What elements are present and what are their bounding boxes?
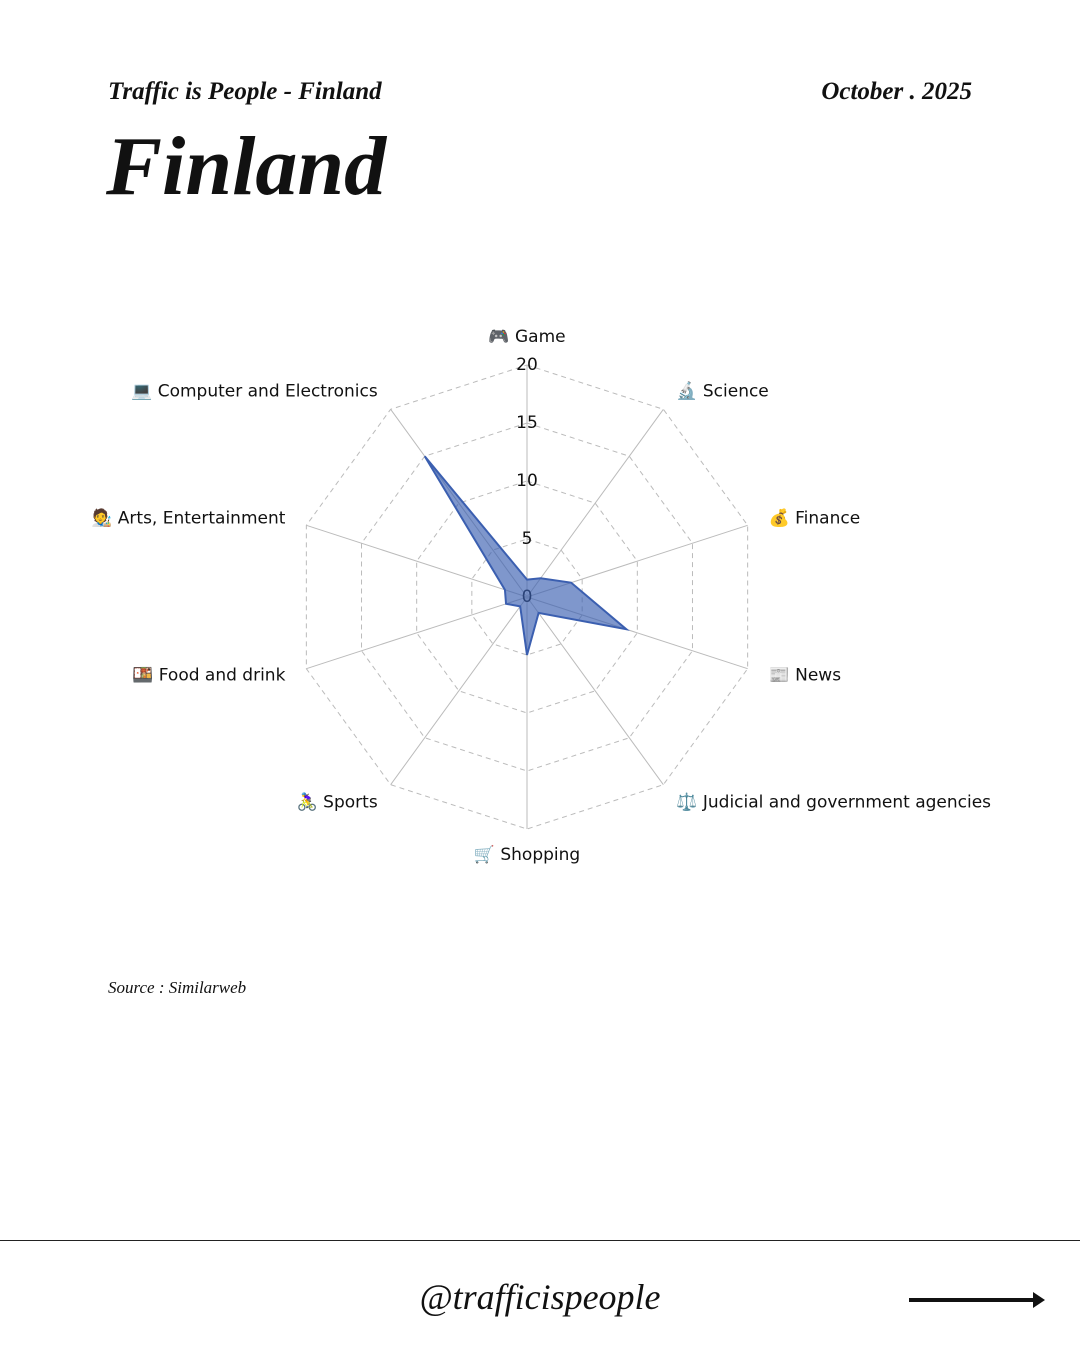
category-label: 🍱 Food and drink xyxy=(132,665,285,685)
category-label: 💻 Computer and Electronics xyxy=(131,382,378,402)
category-label: 🎮 Game xyxy=(488,327,565,347)
r-tick-label: 10 xyxy=(516,471,538,491)
r-tick-label: 5 xyxy=(522,529,533,549)
category-label: 🧑‍🎨 Arts, Entertainment xyxy=(91,508,286,529)
category-label: 💰 Finance xyxy=(769,508,861,529)
grid-line xyxy=(471,538,583,656)
category-label: 🚴‍♀️ Sports xyxy=(297,791,378,812)
r-tick-label: 15 xyxy=(516,413,538,433)
category-label: ⚖️ Judicial and government agencies xyxy=(676,791,991,812)
next-arrow[interactable] xyxy=(905,1285,1055,1315)
chart: 05101520🎮 Game🔬 Science💰 Finance📰 News⚖️… xyxy=(91,327,991,865)
data-area xyxy=(423,455,630,656)
series-title: Traffic is People - Finland xyxy=(108,78,382,105)
axis-line xyxy=(306,524,528,598)
r-tick-label: 20 xyxy=(516,355,538,375)
source: Source : Similarweb xyxy=(108,978,247,997)
axis-line xyxy=(526,409,664,598)
category-label: 🔬 Science xyxy=(676,381,768,402)
grid-line xyxy=(305,364,749,830)
axis-line xyxy=(390,596,528,785)
handle: @trafficispeople xyxy=(419,1277,661,1317)
divider xyxy=(0,1240,1080,1241)
title: Finland xyxy=(106,120,387,213)
axis-line xyxy=(526,596,664,785)
category-label: 🛒 Shopping xyxy=(474,844,580,865)
axis-line xyxy=(306,596,528,670)
grid-line xyxy=(416,480,638,714)
date: October . 2025 xyxy=(821,78,972,105)
category-label: 📰 News xyxy=(769,665,842,685)
